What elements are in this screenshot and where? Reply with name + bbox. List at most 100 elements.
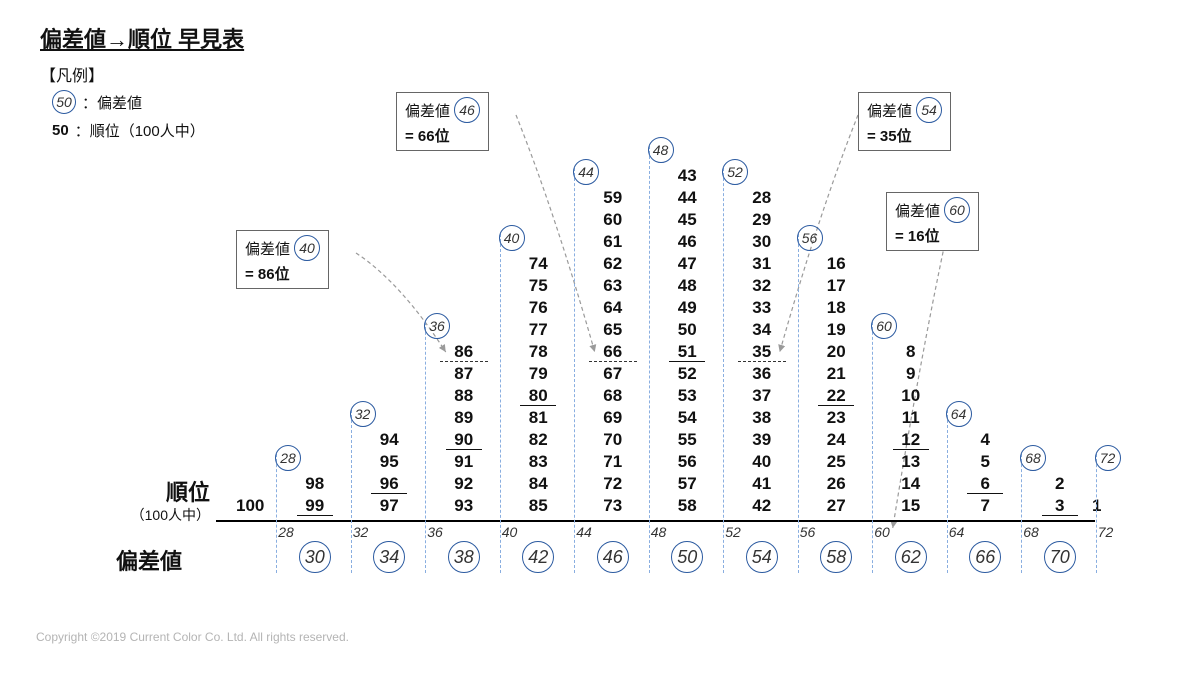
rank-value: 38 (744, 408, 780, 428)
rank-value: 3 (1042, 496, 1078, 516)
hensachi-badge-bottom: 50 (671, 541, 703, 573)
rank-value: 78 (520, 342, 556, 362)
hensachi-badge-top: 64 (946, 401, 972, 427)
rank-value: 46 (669, 232, 705, 252)
grid-vline (276, 454, 277, 573)
grid-vline (947, 410, 948, 573)
rank-value: 12 (893, 430, 929, 450)
rank-endcap-left: 100 (236, 496, 264, 516)
hensachi-badge-bottom: 70 (1044, 541, 1076, 573)
rank-value: 22 (818, 386, 854, 406)
hensachi-badge-bottom: 46 (597, 541, 629, 573)
axis-tick: 44 (576, 524, 592, 540)
rank-value: 60 (595, 210, 631, 230)
legend-row-rank: 50 ：順位（100人中） (52, 120, 205, 141)
hensachi-badge-top: 56 (797, 225, 823, 251)
axis-label-rank: 順位 （100人中） (80, 480, 210, 526)
hensachi-badge-top: 36 (424, 313, 450, 339)
rank-value: 57 (669, 474, 705, 494)
axis-label-rank-small: （100人中） (131, 507, 210, 523)
callout-pre: 偏差値 (895, 200, 940, 221)
rank-value: 84 (520, 474, 556, 494)
callout-badge: 60 (944, 197, 970, 223)
grid-vline (574, 168, 575, 573)
grid-vline (872, 322, 873, 573)
rank-value: 85 (520, 496, 556, 516)
rank-value: 66 (595, 342, 631, 362)
rank-value: 99 (297, 496, 333, 516)
rank-value: 63 (595, 276, 631, 296)
rank-value: 56 (669, 452, 705, 472)
legend-text-hensachi: ：偏差値 (82, 92, 142, 113)
hensachi-badge-top: 40 (499, 225, 525, 251)
baseline (216, 520, 1095, 522)
hensachi-badge-top: 32 (350, 401, 376, 427)
rank-value: 83 (520, 452, 556, 472)
rank-value: 44 (669, 188, 705, 208)
rank-separator (893, 449, 929, 450)
rank-value: 87 (446, 364, 482, 384)
callout-pre: 偏差値 (245, 238, 290, 259)
callout-box: 偏差値46= 66位 (396, 92, 489, 151)
rank-value: 71 (595, 452, 631, 472)
rank-value: 54 (669, 408, 705, 428)
axis-tick: 56 (800, 524, 816, 540)
grid-vline (1096, 454, 1097, 573)
rank-endcap-right: 1 (1092, 496, 1101, 516)
rank-value: 4 (967, 430, 1003, 450)
callout-post: = 86位 (245, 263, 320, 284)
hensachi-badge-top: 28 (275, 445, 301, 471)
rank-value: 13 (893, 452, 929, 472)
rank-value: 48 (669, 276, 705, 296)
rank-separator (818, 405, 854, 406)
rank-value: 64 (595, 298, 631, 318)
rank-value: 49 (669, 298, 705, 318)
rank-value: 35 (744, 342, 780, 362)
grid-vline (500, 234, 501, 573)
axis-tick: 68 (1023, 524, 1039, 540)
hensachi-badge-top: 60 (871, 313, 897, 339)
rank-value: 97 (371, 496, 407, 516)
rank-value: 62 (595, 254, 631, 274)
rank-value: 27 (818, 496, 854, 516)
rank-value: 6 (967, 474, 1003, 494)
rank-value: 70 (595, 430, 631, 450)
rank-value: 24 (818, 430, 854, 450)
rank-value: 42 (744, 496, 780, 516)
legend-circle-hensachi: 50 (52, 90, 76, 114)
rank-value: 32 (744, 276, 780, 296)
rank-value: 33 (744, 298, 780, 318)
rank-separator (446, 449, 482, 450)
hensachi-badge-bottom: 34 (373, 541, 405, 573)
rank-value: 79 (520, 364, 556, 384)
rank-value: 16 (818, 254, 854, 274)
rank-dash-separator (738, 361, 786, 362)
rank-value: 80 (520, 386, 556, 406)
rank-value: 36 (744, 364, 780, 384)
rank-value: 20 (818, 342, 854, 362)
hensachi-badge-bottom: 66 (969, 541, 1001, 573)
rank-value: 7 (967, 496, 1003, 516)
hensachi-badge-bottom: 42 (522, 541, 554, 573)
rank-value: 23 (818, 408, 854, 428)
axis-tick: 28 (278, 524, 294, 540)
rank-value: 90 (446, 430, 482, 450)
callout-badge: 46 (454, 97, 480, 123)
rank-value: 89 (446, 408, 482, 428)
rank-value: 93 (446, 496, 482, 516)
rank-value: 69 (595, 408, 631, 428)
axis-tick: 40 (502, 524, 518, 540)
callout-pre: 偏差値 (867, 100, 912, 121)
rank-value: 81 (520, 408, 556, 428)
callout-pre: 偏差値 (405, 100, 450, 121)
rank-dash-separator (440, 361, 488, 362)
rank-value: 8 (893, 342, 929, 362)
rank-value: 52 (669, 364, 705, 384)
rank-value: 82 (520, 430, 556, 450)
hensachi-badge-bottom: 62 (895, 541, 927, 573)
rank-value: 51 (669, 342, 705, 362)
rank-value: 15 (893, 496, 929, 516)
rank-value: 43 (669, 166, 705, 186)
rank-separator (371, 493, 407, 494)
page-title: 偏差値→順位 早見表 (40, 22, 244, 54)
